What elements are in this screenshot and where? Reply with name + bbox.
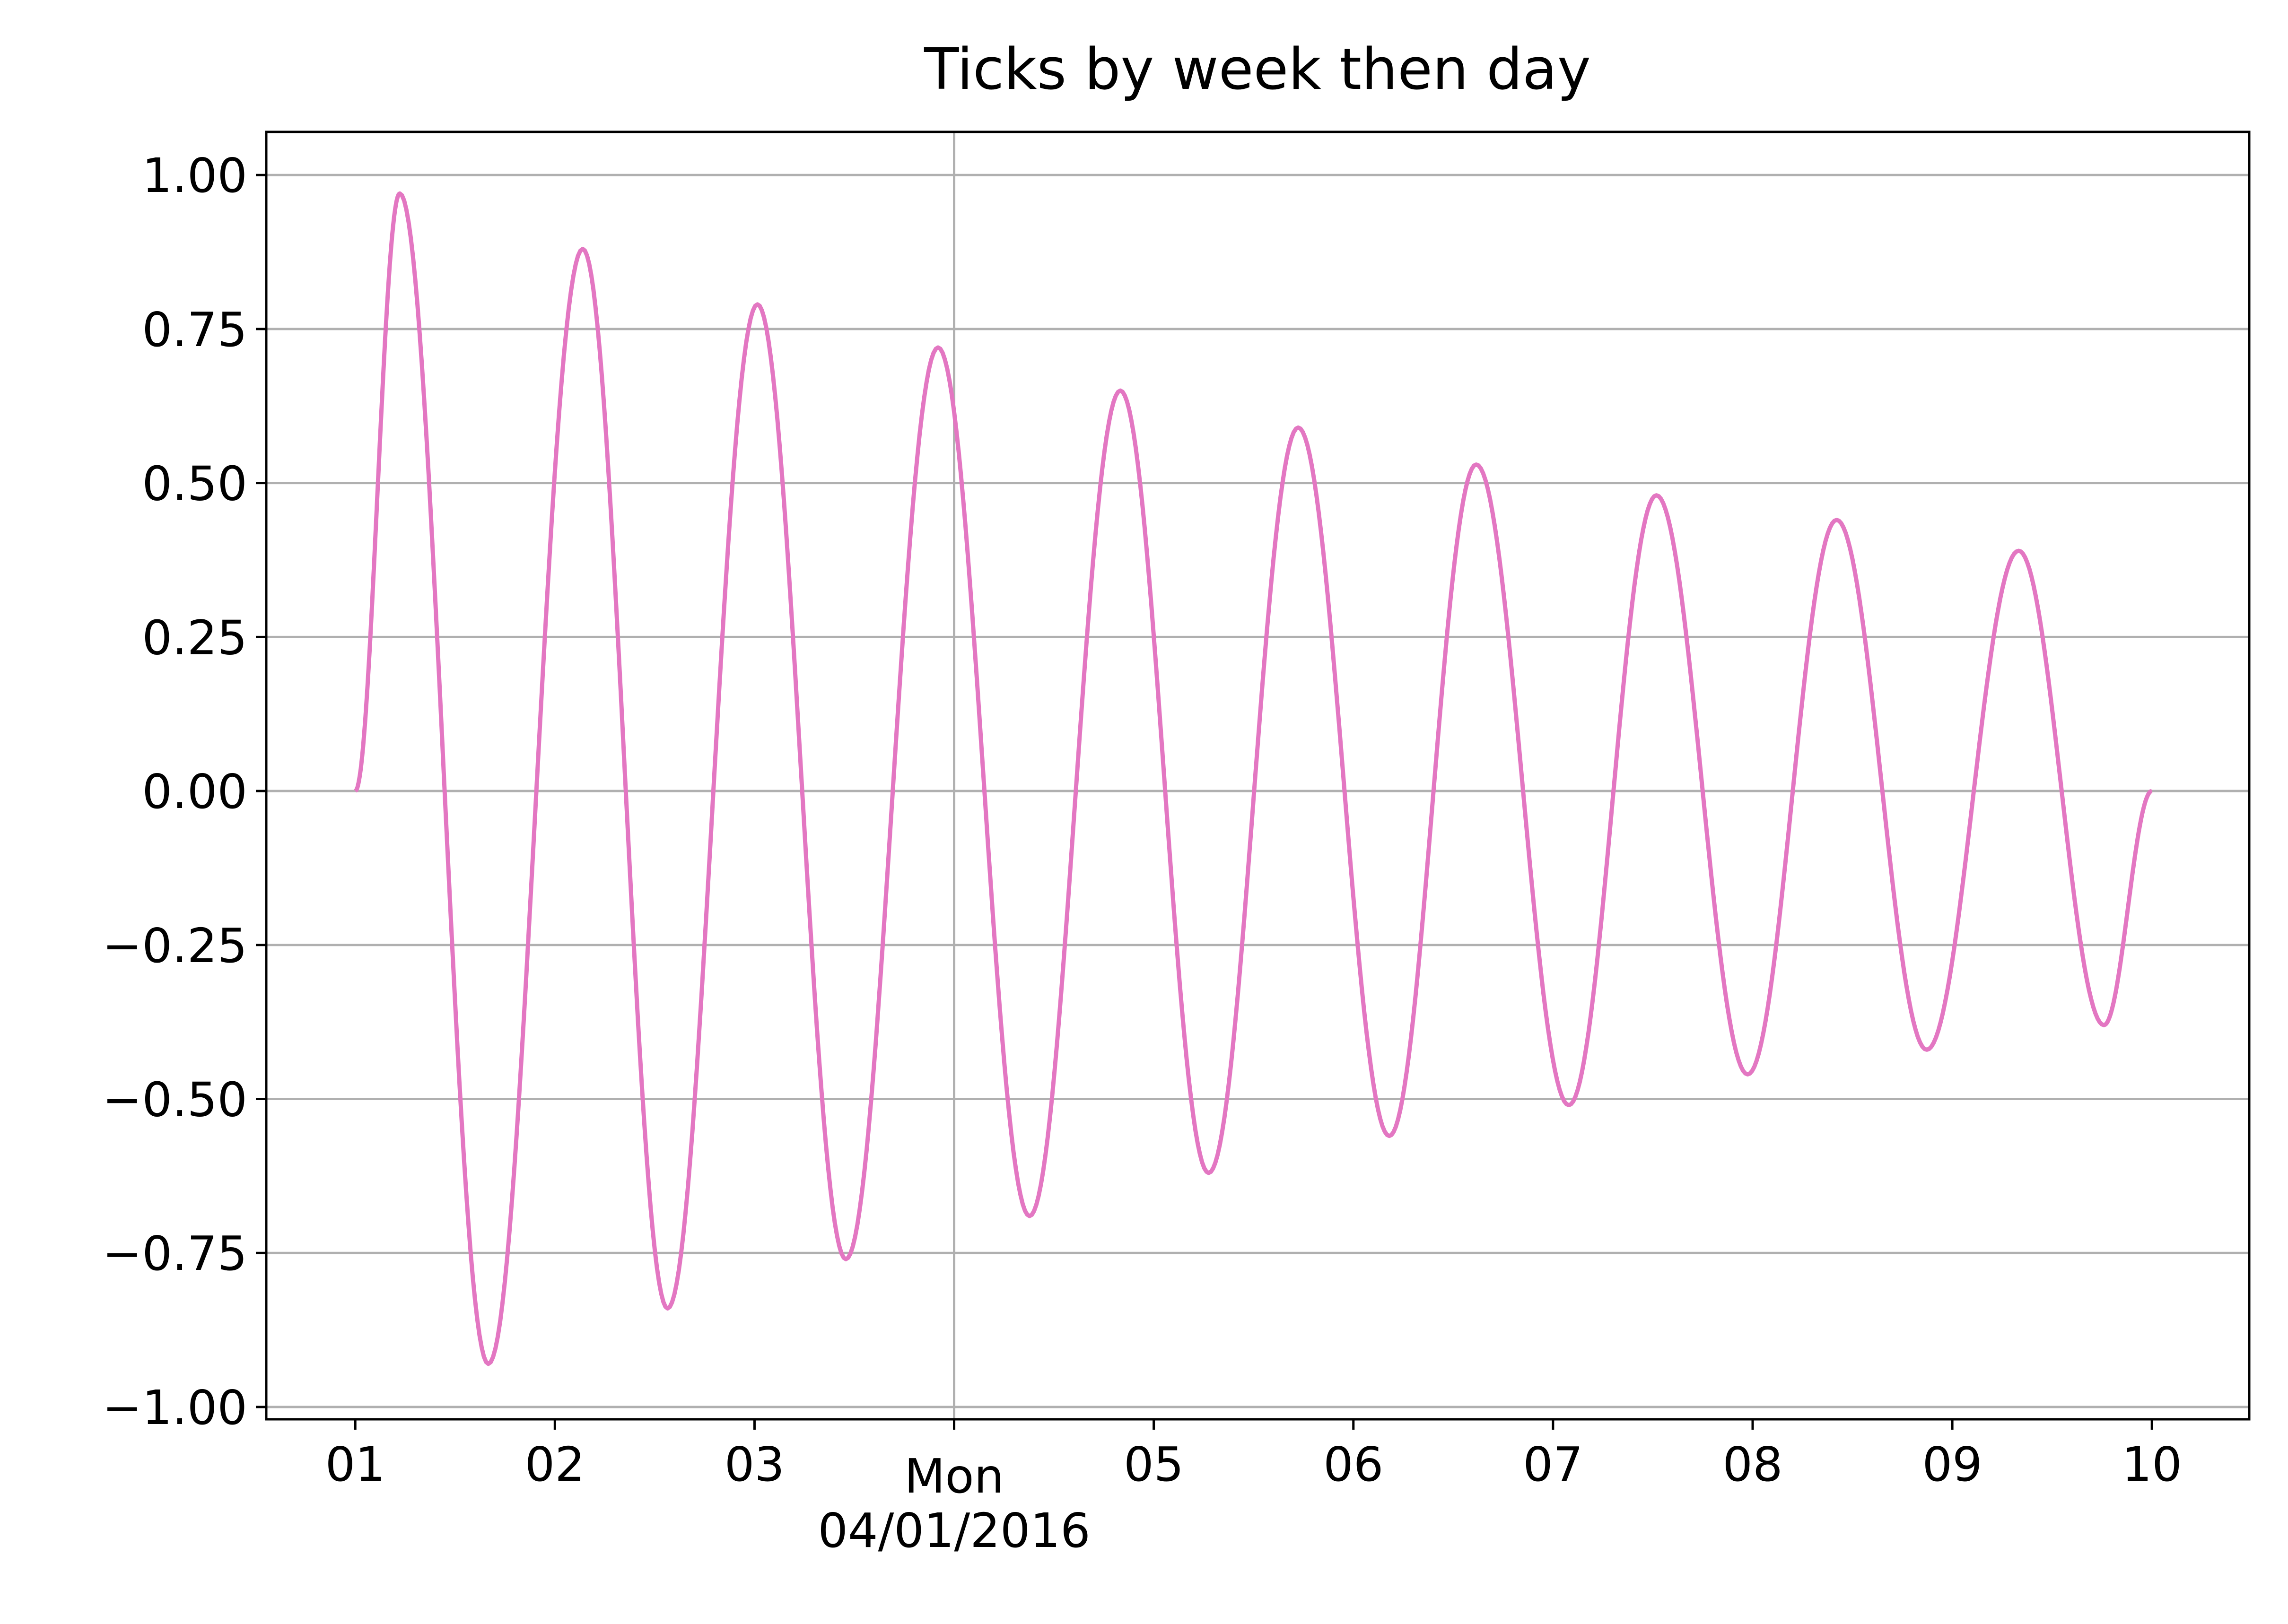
y-tick-label: −0.75 — [103, 1226, 247, 1281]
y-tick-label: −0.50 — [103, 1072, 247, 1128]
x-tick-label: 03 — [725, 1437, 785, 1492]
x-tick-label: 06 — [1323, 1437, 1383, 1492]
x-tick-label: Mon 04/01/2016 — [818, 1449, 1090, 1558]
x-tick-label: 09 — [1922, 1437, 1982, 1492]
x-tick-label: 02 — [525, 1437, 585, 1492]
series-layer — [354, 191, 2153, 1366]
y-axis: 1.00 0.75 0.50 0.25 0.00 −0.25 −0.50 −0.75 −1.00 — [103, 148, 266, 1435]
x-tick-label: 10 — [2122, 1437, 2182, 1492]
y-tick-label: −0.25 — [103, 918, 247, 973]
chart-title: Ticks by week then day — [924, 37, 1591, 103]
y-tick-label: 0.25 — [142, 610, 247, 665]
x-axis: 01 02 03 Mon 04/01/2016 05 06 07 08 09 10 — [325, 1419, 2182, 1558]
x-tick-label: 01 — [325, 1437, 385, 1492]
y-tick-label: 1.00 — [142, 148, 247, 203]
x-tick-label: 08 — [1722, 1437, 1782, 1492]
x-tick-label: 05 — [1124, 1437, 1184, 1492]
x-tick-label: 07 — [1523, 1437, 1583, 1492]
plot-frame — [265, 130, 2251, 1421]
y-tick-label: 0.75 — [142, 302, 247, 357]
y-tick-label: −1.00 — [103, 1380, 247, 1435]
y-tick-label: 0.50 — [142, 456, 247, 512]
series-line — [354, 191, 2153, 1366]
y-tick-label: 0.00 — [142, 764, 247, 819]
